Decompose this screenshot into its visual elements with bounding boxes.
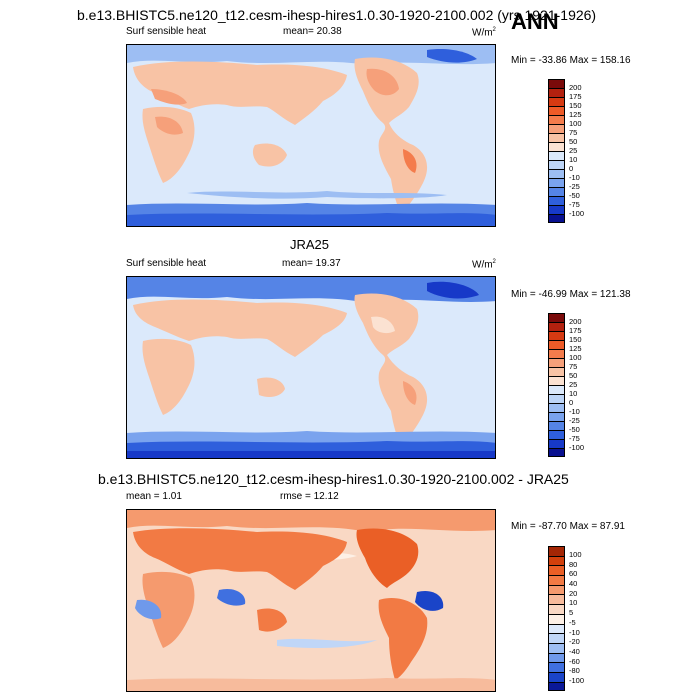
colorbar-tick-label: 175 bbox=[569, 326, 582, 335]
colorbar-tick-label: 75 bbox=[569, 362, 578, 371]
colorbar-tick-label: 25 bbox=[569, 380, 578, 389]
panel3-map bbox=[126, 509, 496, 692]
panel2-map-svg bbox=[127, 277, 495, 458]
colorbar-tick-label: -40 bbox=[569, 647, 580, 656]
colorbar-tick-label: 150 bbox=[569, 335, 582, 344]
figure-title: b.e13.BHISTC5.ne120_t12.cesm-ihesp-hires… bbox=[77, 7, 597, 23]
colorbar-tick-label: 0 bbox=[569, 164, 574, 173]
panel1-map-svg bbox=[127, 45, 495, 226]
colorbar-tick-label: 200 bbox=[569, 83, 582, 92]
colorbar-tick-label: 100 bbox=[569, 119, 582, 128]
colorbar-tick-label: -100 bbox=[569, 209, 585, 218]
colorbar-tick-label: -10 bbox=[569, 628, 580, 637]
panel1-colorbar bbox=[548, 79, 565, 223]
panel2-mean-label: mean= 19.37 bbox=[282, 258, 341, 269]
colorbar-tick-label: 50 bbox=[569, 371, 578, 380]
colorbar-tick-label: -25 bbox=[569, 416, 580, 425]
colorbar-tick-label: -50 bbox=[569, 425, 580, 434]
colorbar-tick-label: 125 bbox=[569, 110, 582, 119]
panel3-minmax-label: Min = -87.70 Max = 87.91 bbox=[511, 521, 625, 532]
colorbar-tick-label: -10 bbox=[569, 407, 580, 416]
colorbar-tick-label: 40 bbox=[569, 579, 578, 588]
panel2-variable-label: Surf sensible heat bbox=[126, 258, 207, 269]
colorbar-tick-label: -60 bbox=[569, 657, 580, 666]
panel1-variable-label: Surf sensible heat bbox=[126, 26, 207, 37]
colorbar-tick-label: -50 bbox=[569, 191, 580, 200]
colorbar-tick-label: 5 bbox=[569, 608, 574, 617]
panel1-minmax-label: Min = -33.86 Max = 158.16 bbox=[511, 55, 631, 66]
colorbar-tick-label: -20 bbox=[569, 637, 580, 646]
colorbar-tick-label: 100 bbox=[569, 550, 582, 559]
colorbar-tick-label: 60 bbox=[569, 569, 578, 578]
panel2-units-label: W/m2 bbox=[472, 259, 496, 271]
colorbar-tick-label: 10 bbox=[569, 389, 578, 398]
colorbar-tick-label: -25 bbox=[569, 182, 580, 191]
colorbar-tick-label: 10 bbox=[569, 598, 578, 607]
colorbar-tick-label: -10 bbox=[569, 173, 580, 182]
panel3-rmse-label: rmse = 12.12 bbox=[280, 491, 339, 502]
colorbar-tick-label: 175 bbox=[569, 92, 582, 101]
panel2-minmax-label: Min = -46.99 Max = 121.38 bbox=[511, 289, 631, 300]
season-label: ANN bbox=[511, 9, 559, 34]
colorbar-tick-label: 75 bbox=[569, 128, 578, 137]
colorbar-tick-label: -100 bbox=[569, 443, 585, 452]
colorbar-tick-label: 150 bbox=[569, 101, 582, 110]
colorbar-tick-label: 25 bbox=[569, 146, 578, 155]
panel2-title: JRA25 bbox=[290, 237, 330, 252]
colorbar-tick-label: 10 bbox=[569, 155, 578, 164]
colorbar-tick-label: 80 bbox=[569, 560, 578, 569]
panel1-mean-label: mean= 20.38 bbox=[283, 26, 342, 37]
colorbar-tick-label: 200 bbox=[569, 317, 582, 326]
colorbar-tick-label: 125 bbox=[569, 344, 582, 353]
panel2-colorbar bbox=[548, 313, 565, 457]
colorbar-tick-label: 20 bbox=[569, 589, 578, 598]
colorbar-tick-label: 0 bbox=[569, 398, 574, 407]
colorbar-tick-label: 100 bbox=[569, 353, 582, 362]
panel3-title: b.e13.BHISTC5.ne120_t12.cesm-ihesp-hires… bbox=[98, 471, 569, 487]
panel1-units-label: W/m2 bbox=[472, 27, 496, 39]
panel3-mean-label: mean = 1.01 bbox=[126, 491, 182, 502]
colorbar-tick-label: -80 bbox=[569, 666, 580, 675]
colorbar-tick-label: -100 bbox=[569, 676, 585, 685]
colorbar-tick-label: -75 bbox=[569, 200, 580, 209]
colorbar-tick-label: 50 bbox=[569, 137, 578, 146]
colorbar-tick-label: -75 bbox=[569, 434, 580, 443]
panel2-map bbox=[126, 276, 496, 459]
panel3-colorbar bbox=[548, 546, 565, 692]
panel3-map-svg bbox=[127, 510, 495, 691]
panel1-map bbox=[126, 44, 496, 227]
colorbar-tick-label: -5 bbox=[569, 618, 576, 627]
